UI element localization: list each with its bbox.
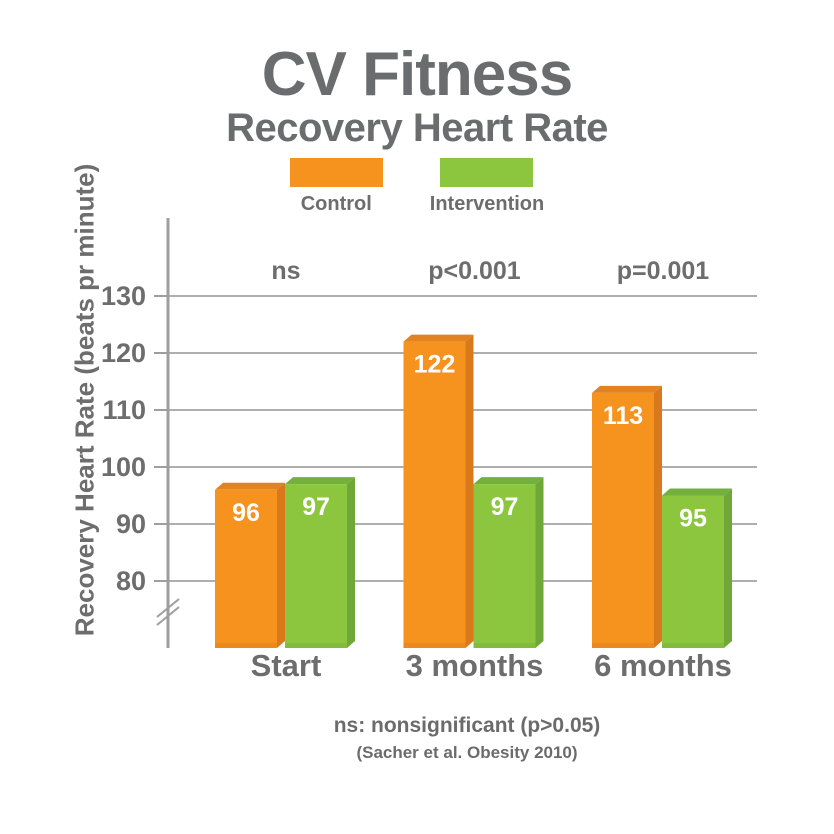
x-category-label: 3 months [406, 648, 544, 683]
bar-intervention [662, 495, 724, 648]
axis-break-icon [156, 598, 180, 618]
bar-side-intervention [535, 477, 544, 648]
bar-top-intervention [285, 477, 355, 485]
significance-label: p=0.001 [617, 257, 710, 285]
bar-value-label: 97 [302, 493, 330, 521]
bar-bottom-shade [215, 643, 277, 648]
y-tick-label: 80 [116, 566, 146, 596]
footnotes: ns: nonsignificant (p>0.05) (Sacher et a… [100, 714, 834, 763]
bar-intervention [285, 484, 347, 648]
bar-value-label: 95 [679, 505, 707, 533]
y-tick-label: 110 [102, 395, 146, 425]
significance-label: ns [271, 257, 300, 285]
bar-control [403, 341, 466, 648]
legend-label-control: Control [300, 193, 372, 215]
legend-item-intervention: Intervention [430, 158, 544, 216]
chart-subtitle: Recovery Heart Rate [226, 106, 608, 150]
bar-value-label: 122 [414, 351, 456, 379]
x-category-label: 6 months [594, 648, 732, 683]
chart-title: CV Fitness [261, 40, 573, 109]
bar-value-label: 97 [491, 493, 519, 521]
bar-top-intervention [473, 477, 544, 485]
bar-value-label: 96 [232, 499, 260, 527]
intervention-swatch [440, 158, 534, 187]
y-tick-label: 130 [101, 281, 146, 311]
y-tick-label: 100 [101, 452, 146, 482]
y-tick-label: 120 [101, 338, 146, 368]
y-tick-label: 90 [116, 509, 146, 539]
bar-top-control [215, 482, 285, 490]
legend-item-control: Control [289, 158, 383, 216]
bar-side-intervention [347, 477, 355, 648]
bar-side-control [277, 482, 285, 648]
axis-break-icon [156, 606, 180, 626]
legend-label-intervention: Intervention [429, 193, 545, 215]
x-category-label: Start [251, 648, 322, 683]
bar-control [215, 489, 277, 648]
source-citation: (Sacher et al. Obesity 2010) [356, 743, 578, 762]
bar-intervention [473, 484, 536, 648]
bar-side-intervention [724, 488, 732, 648]
bar-control [592, 392, 654, 648]
bar-bottom-shade [592, 643, 654, 648]
bar-top-control [403, 334, 474, 342]
control-swatch [289, 158, 383, 187]
significance-label: p<0.001 [428, 257, 521, 285]
bar-bottom-shade [403, 643, 466, 648]
legend: Control Intervention [0, 158, 834, 216]
bar-bottom-shade [285, 643, 347, 648]
bar-value-label: 113 [603, 402, 643, 430]
ns-definition-note: ns: nonsignificant (p>0.05) [333, 714, 601, 737]
bar-side-control [654, 385, 662, 648]
bar-top-control [592, 385, 662, 393]
bar-side-control [465, 334, 474, 648]
bar-bottom-shade [662, 643, 724, 648]
bar-top-intervention [662, 488, 732, 496]
bar-bottom-shade [473, 643, 536, 648]
